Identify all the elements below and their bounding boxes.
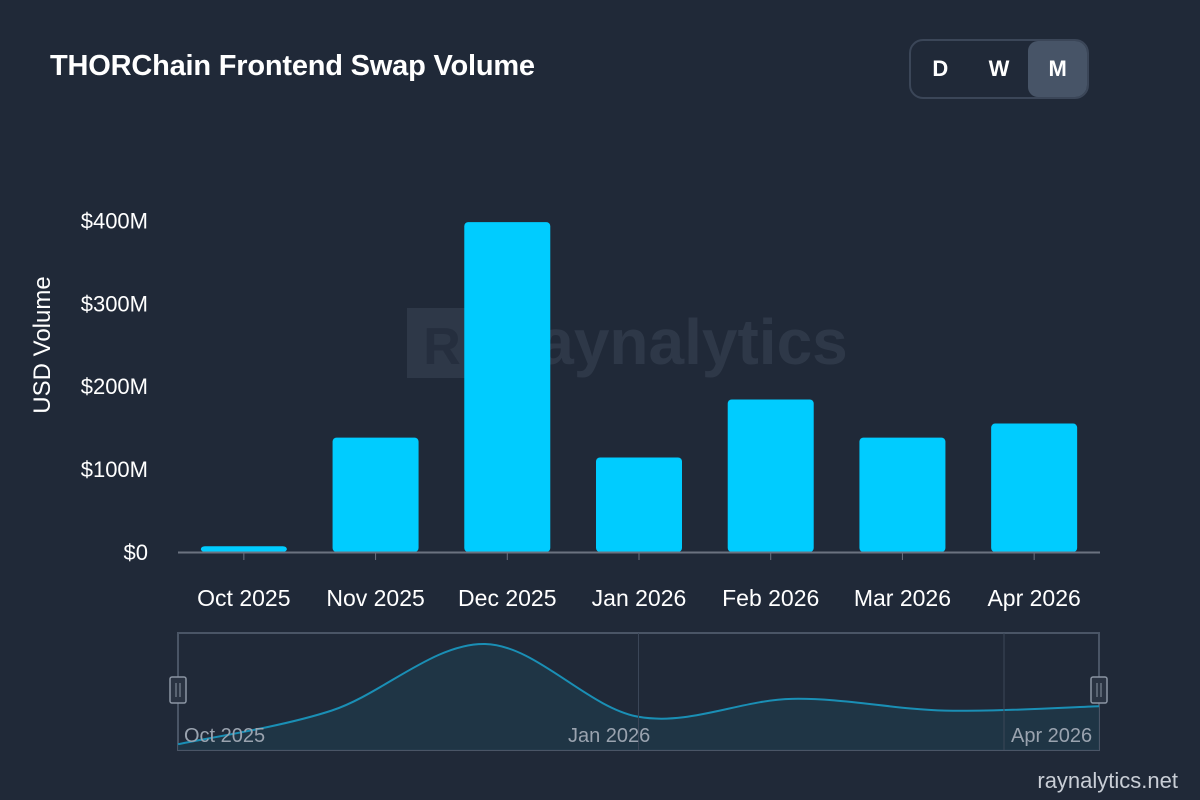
- y-tick-label: $300M: [81, 291, 148, 316]
- bar[interactable]: [332, 437, 419, 552]
- bar[interactable]: [859, 437, 946, 552]
- chart-title: THORChain Frontend Swap Volume: [50, 50, 535, 82]
- bar[interactable]: [464, 222, 551, 553]
- navigator-label: Oct 2025: [184, 725, 265, 747]
- footer-link[interactable]: raynalytics.net: [1037, 768, 1178, 793]
- bar[interactable]: [596, 457, 682, 552]
- y-tick-label: $0: [124, 540, 148, 565]
- bar[interactable]: [991, 423, 1078, 552]
- navigator-area: [178, 643, 1099, 750]
- range-option-day[interactable]: D: [932, 56, 949, 81]
- y-tick-label: $100M: [81, 457, 148, 482]
- bar[interactable]: [200, 546, 287, 552]
- watermark-logo-letter: R: [423, 318, 461, 376]
- navigator-right-handle[interactable]: [1090, 676, 1108, 704]
- watermark-text: Raynalytics: [492, 306, 848, 378]
- x-tick-label: Dec 2025: [458, 585, 556, 611]
- x-tick-label: Jan 2026: [592, 585, 687, 611]
- x-tick-label: Nov 2025: [326, 585, 424, 611]
- range-option-week[interactable]: W: [988, 56, 1010, 81]
- x-tick-label: Apr 2026: [987, 585, 1080, 611]
- x-tick-label: Feb 2026: [722, 585, 819, 611]
- x-tick-label: Mar 2026: [854, 585, 951, 611]
- y-axis-label: USD Volume: [29, 276, 56, 413]
- navigator-label: Apr 2026: [1011, 725, 1092, 747]
- y-tick-label: $400M: [81, 208, 148, 233]
- navigator-label: Jan 2026: [568, 725, 650, 747]
- range-option-month[interactable]: M: [1028, 41, 1087, 97]
- range-toggle[interactable]: D W M: [909, 39, 1089, 99]
- watermark: R Raynalytics: [407, 306, 848, 378]
- bar[interactable]: [727, 399, 814, 552]
- navigator-left-handle[interactable]: [169, 676, 187, 704]
- y-tick-label: $200M: [81, 374, 148, 399]
- x-tick-label: Oct 2025: [197, 585, 290, 611]
